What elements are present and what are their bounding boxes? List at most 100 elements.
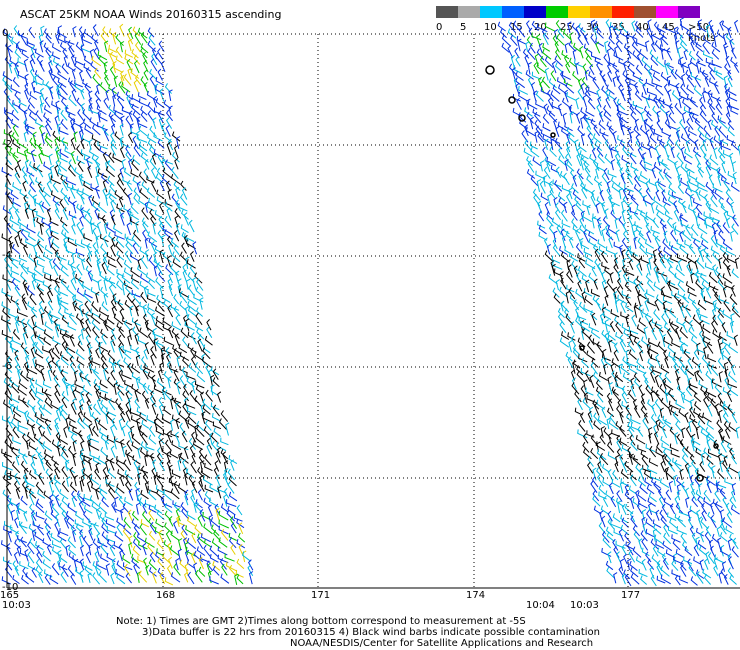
wind-barb [49,165,55,179]
wind-barb [636,262,643,276]
wind-barb [49,258,54,270]
wind-barb [65,107,76,116]
wind-barb [542,43,551,52]
wind-barb [20,536,27,548]
wind-barb [596,474,604,487]
wind-barb [612,470,619,481]
wind-barb [54,277,60,289]
wind-barb [2,76,11,88]
wind-barb [184,493,189,506]
wind-barb [64,308,75,317]
wind-barb [83,504,93,514]
wind-barb [572,71,581,82]
wind-barb [618,216,625,227]
wind-barb [649,472,660,481]
wind-barb [629,131,634,144]
wind-barb [27,97,35,109]
wind-barb [116,359,123,373]
wind-barb [582,212,592,223]
wind-barb [155,485,165,494]
wind-barb [687,465,692,479]
wind-barb [629,434,636,446]
wind-barb [59,409,67,422]
wind-barb [186,407,197,416]
wind-barb [51,455,60,466]
wind-barb [707,89,713,103]
wind-barb [563,172,570,186]
wind-barb [633,175,642,188]
wind-barb [144,159,150,170]
wind-barb [577,253,586,262]
wind-barb [716,29,725,39]
wind-barb [110,244,116,257]
wind-barb [195,502,203,514]
wind-barb [107,259,117,268]
wind-barb [109,209,115,221]
wind-barb [79,303,84,317]
wind-barb [572,189,582,201]
wind-barb [596,449,607,461]
wind-barb [539,180,546,194]
wind-barb [576,147,581,158]
wind-barb [718,332,727,342]
wind-barb [170,545,180,557]
wind-barb [167,542,173,556]
wind-barb [77,109,85,122]
wind-barb [7,502,12,515]
wind-barb [729,38,734,52]
wind-barb [621,290,631,299]
wind-barb [191,380,196,394]
wind-barb [161,123,166,135]
wind-barb [586,430,595,438]
wind-barb [161,387,167,401]
note-line-1: Note: 1) Times are GMT 2)Times along bot… [116,616,526,627]
wind-barb [27,104,37,116]
wind-barb [80,192,85,205]
wind-barb [604,40,609,53]
wind-barb [667,459,676,472]
wind-barb [147,110,155,123]
wind-barb [629,152,637,165]
wind-barb [542,146,548,158]
wind-barb [674,272,684,284]
wind-barb [23,244,28,256]
wind-barb [575,228,581,242]
wind-barb [604,266,612,276]
wind-barb [94,550,100,563]
wind-barb [131,317,141,326]
wind-barb [118,495,126,507]
wind-barb [699,248,704,262]
wind-barb [663,246,672,257]
wind-barb [176,355,181,367]
wind-barb [717,307,725,318]
wind-barb [78,500,85,514]
wind-barb [727,380,738,388]
wind-barb [703,247,710,258]
wind-barb [696,345,706,354]
wind-barb [3,520,13,529]
wind-barb [693,392,702,403]
wind-barb [673,208,680,222]
wind-barb [517,38,522,52]
wind-barb [14,61,19,74]
wind-barb [85,318,92,332]
wind-barb [603,53,611,67]
wind-barb [202,404,211,415]
wind-barb [632,50,640,61]
wind-barb [34,531,44,542]
wind-barb [544,156,551,167]
wind-barb [731,306,740,318]
wind-barb [122,345,132,354]
wind-barb [26,38,35,46]
wind-barb [135,220,140,233]
wind-barb [619,167,625,180]
wind-barb [620,469,629,479]
wind-barb [118,345,124,359]
wind-barb [120,70,125,82]
wind-barb [136,417,141,431]
wind-barb [564,153,573,166]
wind-barb [30,461,37,473]
wind-barb [212,404,220,417]
wind-barb [76,490,86,502]
wind-barb [698,483,703,495]
